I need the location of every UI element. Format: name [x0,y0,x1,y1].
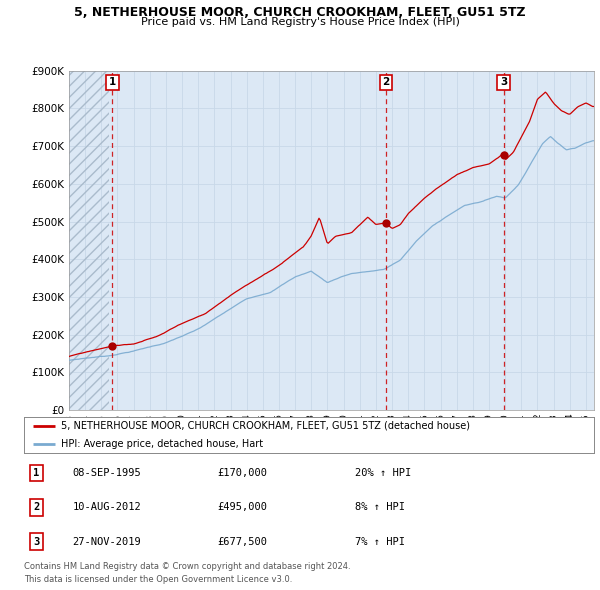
Text: 5, NETHERHOUSE MOOR, CHURCH CROOKHAM, FLEET, GU51 5TZ (detached house): 5, NETHERHOUSE MOOR, CHURCH CROOKHAM, FL… [61,421,470,431]
Text: 7% ↑ HPI: 7% ↑ HPI [355,537,404,546]
Text: 2: 2 [34,503,40,512]
Text: HPI: Average price, detached house, Hart: HPI: Average price, detached house, Hart [61,439,263,449]
Text: £495,000: £495,000 [218,503,268,512]
Text: 2: 2 [382,77,389,87]
Text: Contains HM Land Registry data © Crown copyright and database right 2024.: Contains HM Land Registry data © Crown c… [24,562,350,571]
Text: 8% ↑ HPI: 8% ↑ HPI [355,503,404,512]
Text: 3: 3 [500,77,508,87]
Text: 08-SEP-1995: 08-SEP-1995 [73,468,141,478]
Text: 20% ↑ HPI: 20% ↑ HPI [355,468,411,478]
Text: £170,000: £170,000 [218,468,268,478]
Text: 3: 3 [34,537,40,546]
Text: 5, NETHERHOUSE MOOR, CHURCH CROOKHAM, FLEET, GU51 5TZ: 5, NETHERHOUSE MOOR, CHURCH CROOKHAM, FL… [74,6,526,19]
Text: Price paid vs. HM Land Registry's House Price Index (HPI): Price paid vs. HM Land Registry's House … [140,17,460,27]
Text: 27-NOV-2019: 27-NOV-2019 [73,537,141,546]
Text: 1: 1 [34,468,40,478]
Text: 1: 1 [109,77,116,87]
Bar [69,71,109,410]
Text: 10-AUG-2012: 10-AUG-2012 [73,503,141,512]
Text: This data is licensed under the Open Government Licence v3.0.: This data is licensed under the Open Gov… [24,575,292,584]
Text: £677,500: £677,500 [218,537,268,546]
